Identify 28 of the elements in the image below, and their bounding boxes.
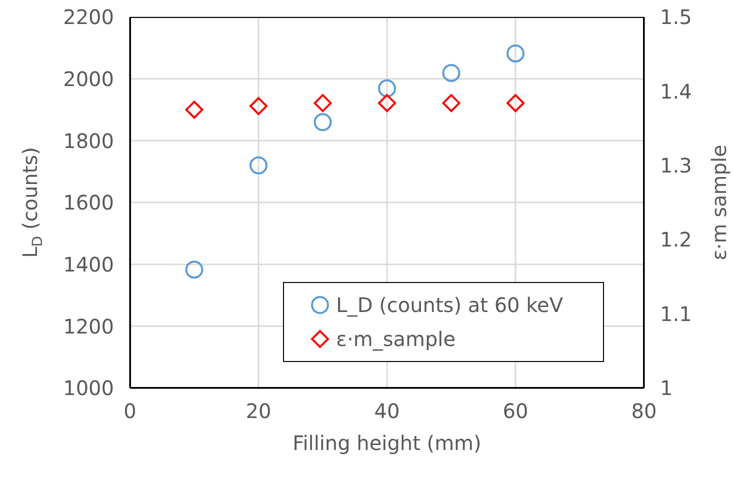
point [314,113,332,132]
y-tick-label: 1400 [63,252,114,276]
y2-tick-label: 1.1 [660,302,692,326]
x-tick-label: 40 [374,399,400,424]
y-tick-label: 2200 [63,5,114,30]
point [250,156,268,174]
y2-tick-label: 1 [660,376,673,400]
y-tick-label: 1800 [63,128,114,153]
point [185,260,204,279]
x-tick-label: 20 [246,399,272,424]
point [378,79,396,98]
y-tick-label: 1200 [63,314,114,338]
x-tick-label: 0 [124,399,136,424]
y-tick-label: 1600 [63,190,114,215]
y-tick-label: 2000 [63,66,114,91]
y-tick-label: 1000 [63,376,114,400]
x-tick-label: 80 [631,399,657,424]
y2-tick-label: 1.4 [660,79,692,104]
legend-label: L_D (counts) at 60 keV [336,293,563,317]
point [506,44,524,62]
x-tick-label: 60 [502,399,528,424]
y2-axis-title: ε·m sample [707,144,731,260]
y2-tick-label: 1.5 [660,5,692,30]
point [442,64,460,82]
x-axis-title: Filling height (mm) [292,431,482,455]
y2-tick-label: 1.3 [660,154,692,178]
y2-tick-label: 1.2 [660,228,692,252]
legend-label: ε·m_sample [336,327,456,351]
